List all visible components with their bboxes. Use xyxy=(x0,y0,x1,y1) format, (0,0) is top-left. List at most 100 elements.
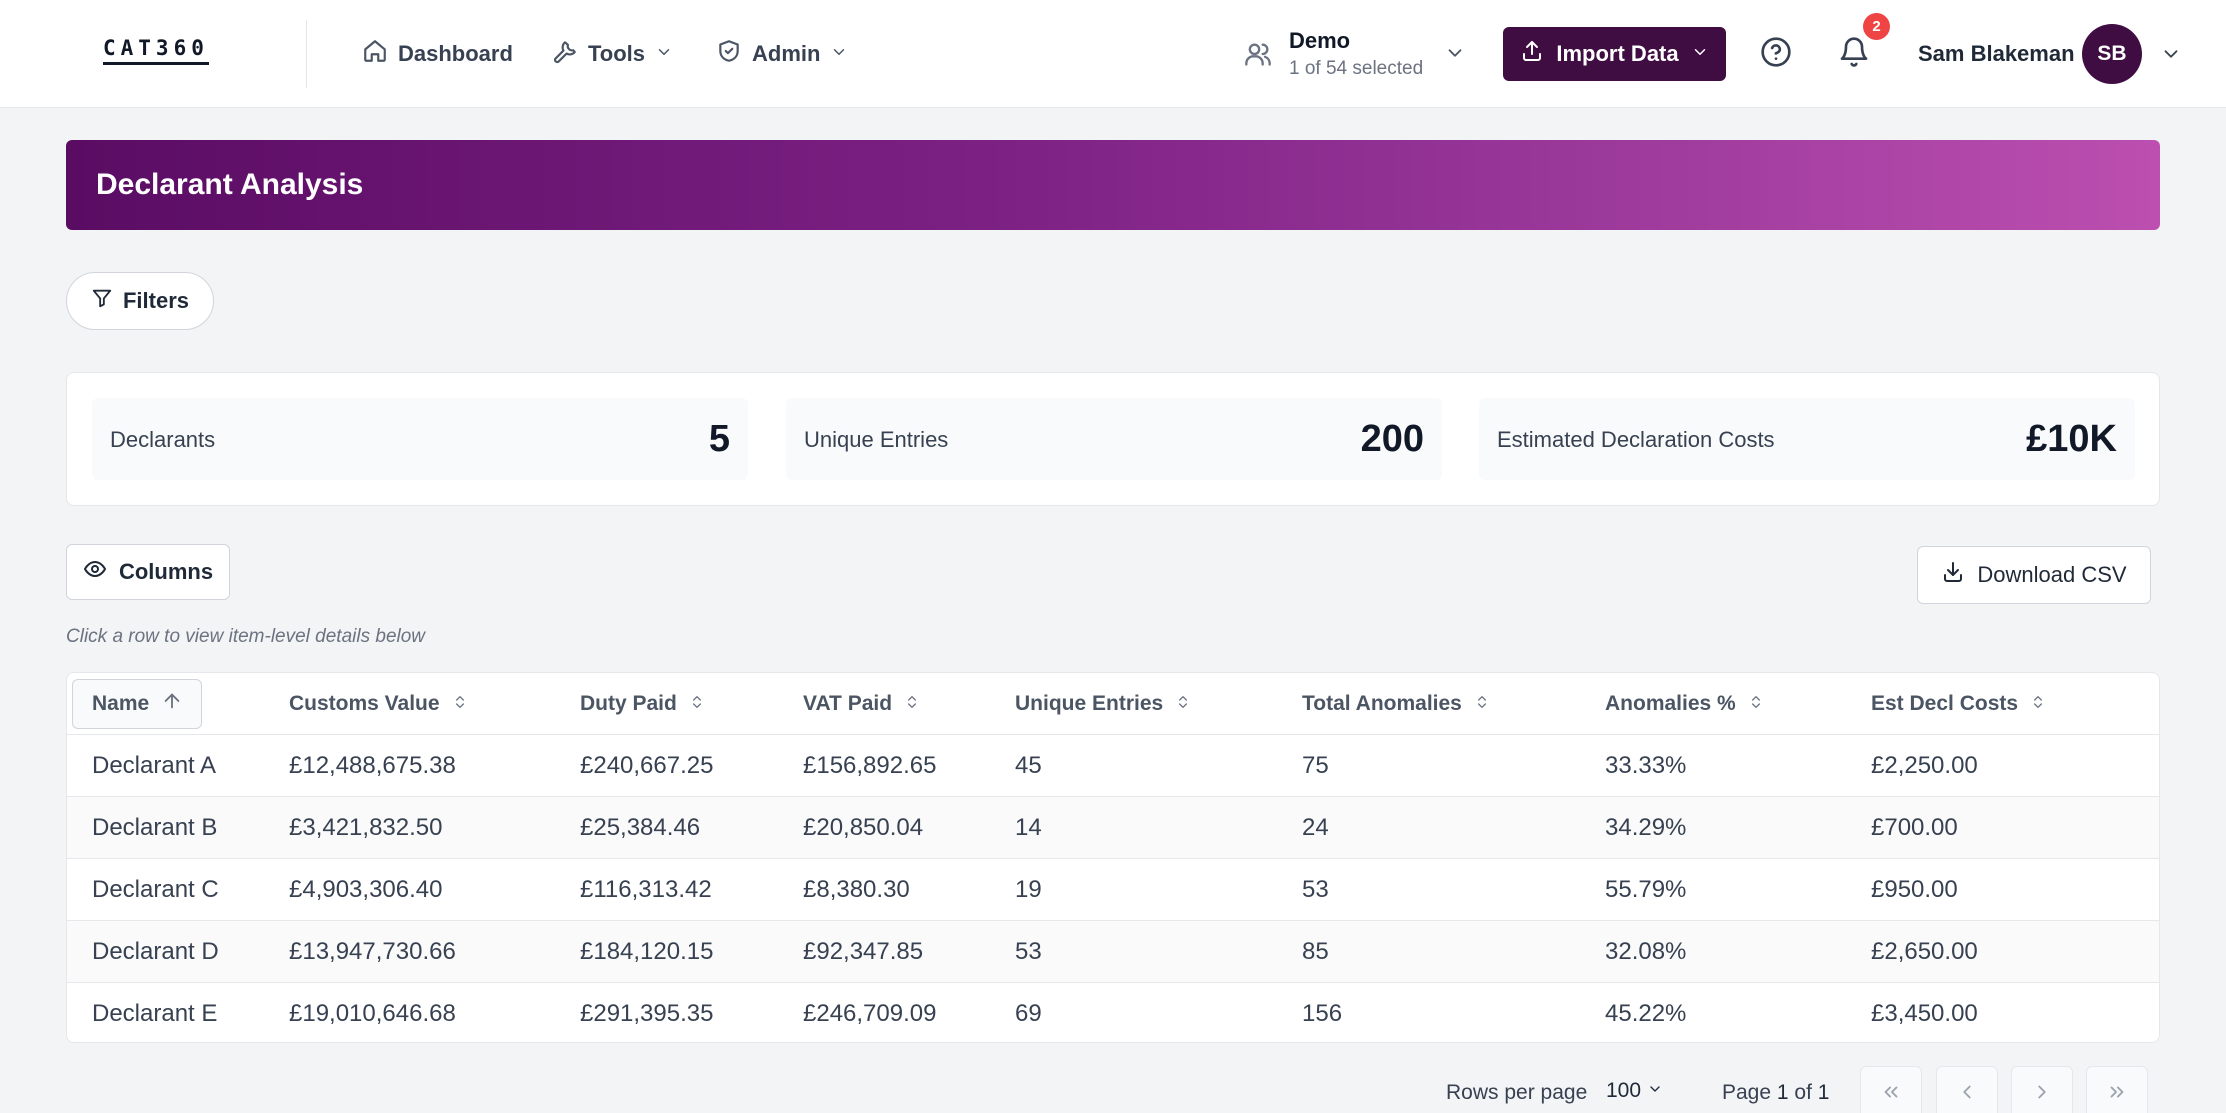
chevron-down-icon xyxy=(1444,42,1466,69)
wrench-icon xyxy=(552,38,578,70)
columns-label: Columns xyxy=(118,559,214,584)
columns-button[interactable]: Columns xyxy=(66,544,230,600)
nav-admin[interactable]: Admin xyxy=(716,36,848,72)
download-csv-button[interactable]: Download CSV xyxy=(1917,546,2151,604)
cell-duty-paid: £25,384.46 xyxy=(580,813,701,841)
cell-duty-paid: £116,313.42 xyxy=(580,875,712,903)
filters-button[interactable]: Filters xyxy=(66,272,214,330)
cell-duty-paid: £291,395.35 xyxy=(580,999,714,1027)
page-word: Page xyxy=(1722,1081,1772,1104)
column-header-duty-paid[interactable]: Duty Paid xyxy=(580,673,705,735)
app-logo[interactable]: CAT360 xyxy=(103,36,209,65)
chevron-down-icon xyxy=(830,41,848,67)
declarant-table: Name Customs Value Duty Paid VAT Paid Un… xyxy=(66,672,2160,1043)
download-csv-label: Download CSV xyxy=(1977,562,2127,587)
rows-per-page-select[interactable]: 100 xyxy=(1606,1079,1663,1103)
stat-label: Estimated Declaration Costs xyxy=(1497,427,1775,452)
column-header-name[interactable]: Name xyxy=(72,679,203,729)
dataset-name: Demo xyxy=(1289,28,1351,53)
sort-icon xyxy=(2030,692,2046,716)
stat-declarants: Declarants 5 xyxy=(92,398,748,480)
sort-icon xyxy=(1175,692,1191,716)
cell-unique-entries: 69 xyxy=(1015,999,1042,1027)
stat-label: Declarants xyxy=(110,427,216,452)
sort-icon xyxy=(1474,692,1490,716)
table-row[interactable]: Declarant C £4,903,306.40 £116,313.42 £8… xyxy=(67,859,2159,921)
filters-label: Filters xyxy=(122,288,190,313)
table-hint: Click a row to view item-level details b… xyxy=(66,626,426,647)
cell-vat-paid: £20,850.04 xyxy=(803,813,924,841)
cell-name: Declarant B xyxy=(92,813,218,841)
cell-customs-value: £12,488,675.38 xyxy=(289,751,456,779)
column-header-vat-paid[interactable]: VAT Paid xyxy=(803,673,920,735)
column-header-label: Customs Value xyxy=(289,692,440,715)
chevron-down-icon[interactable] xyxy=(2160,43,2182,70)
cell-anomalies-percent: 45.22% xyxy=(1605,999,1687,1027)
notification-badge: 2 xyxy=(1863,13,1890,40)
nav-tools-label: Tools xyxy=(588,41,646,66)
cell-unique-entries: 19 xyxy=(1015,875,1042,903)
last-page-button[interactable] xyxy=(2086,1066,2148,1113)
nav-admin-label: Admin xyxy=(752,41,821,66)
column-header-est-decl-costs[interactable]: Est Decl Costs xyxy=(1871,673,2046,735)
avatar[interactable]: SB xyxy=(2082,24,2142,84)
home-icon xyxy=(362,38,388,70)
nav-tools[interactable]: Tools xyxy=(552,36,673,72)
cell-unique-entries: 53 xyxy=(1015,937,1042,965)
stat-value: £10K xyxy=(2026,418,2117,460)
of-word: of xyxy=(1794,1081,1812,1104)
first-page-button[interactable] xyxy=(1860,1066,1922,1113)
cell-vat-paid: £246,709.09 xyxy=(803,999,937,1027)
cell-vat-paid: £8,380.30 xyxy=(803,875,910,903)
table-row[interactable]: Declarant B £3,421,832.50 £25,384.46 £20… xyxy=(67,797,2159,859)
help-icon[interactable] xyxy=(1760,36,1796,72)
cell-total-anomalies: 156 xyxy=(1302,999,1343,1027)
rows-per-page-label: Rows per page xyxy=(1446,1081,1588,1104)
chevron-down-icon xyxy=(1691,41,1709,67)
users-icon xyxy=(1244,40,1272,73)
column-header-label: Unique Entries xyxy=(1015,692,1164,715)
user-name[interactable]: Sam Blakeman xyxy=(1918,41,2075,66)
table-row[interactable]: Declarant A £12,488,675.38 £240,667.25 £… xyxy=(67,735,2159,797)
page-indicator: Page 1 of 1 xyxy=(1722,1081,1829,1105)
cell-est-decl-costs: £2,650.00 xyxy=(1871,937,1978,965)
top-navigation-bar: CAT360 Dashboard Tools Admin Demo 1 of 5… xyxy=(0,0,2226,108)
nav-dashboard[interactable]: Dashboard xyxy=(362,36,513,72)
bell-icon[interactable] xyxy=(1838,36,1874,72)
table-row[interactable]: Declarant D £13,947,730.66 £184,120.15 £… xyxy=(67,921,2159,983)
previous-page-button[interactable] xyxy=(1936,1066,1998,1113)
arrow-up-icon xyxy=(161,690,183,718)
cell-anomalies-percent: 34.29% xyxy=(1605,813,1687,841)
column-header-anomalies-percent[interactable]: Anomalies % xyxy=(1605,673,1764,735)
cell-total-anomalies: 75 xyxy=(1302,751,1329,779)
column-header-label: VAT Paid xyxy=(803,692,893,715)
column-header-unique-entries[interactable]: Unique Entries xyxy=(1015,673,1191,735)
page-banner: Declarant Analysis xyxy=(66,140,2160,230)
chevron-left-icon xyxy=(1956,1081,1978,1108)
cell-customs-value: £4,903,306.40 xyxy=(289,875,443,903)
next-page-button[interactable] xyxy=(2011,1066,2073,1113)
nav-dashboard-label: Dashboard xyxy=(398,41,513,66)
column-header-label: Est Decl Costs xyxy=(1871,692,2019,715)
cell-customs-value: £19,010,646.68 xyxy=(289,999,456,1027)
cell-name: Declarant C xyxy=(92,875,219,903)
table-row[interactable]: Declarant E £19,010,646.68 £291,395.35 £… xyxy=(67,983,2159,1042)
nav-divider xyxy=(306,20,307,88)
column-header-total-anomalies[interactable]: Total Anomalies xyxy=(1302,673,1490,735)
dataset-selector[interactable]: Demo 1 of 54 selected xyxy=(1244,26,1470,84)
cell-duty-paid: £184,120.15 xyxy=(580,937,714,965)
cell-anomalies-percent: 55.79% xyxy=(1605,875,1687,903)
cell-name: Declarant D xyxy=(92,937,219,965)
cell-customs-value: £3,421,832.50 xyxy=(289,813,443,841)
stat-value: 200 xyxy=(1360,418,1424,460)
stat-estimated-declaration-costs: Estimated Declaration Costs £10K xyxy=(1479,398,2135,480)
import-data-button[interactable]: Import Data xyxy=(1503,27,1726,81)
stat-label: Unique Entries xyxy=(804,427,949,452)
sort-icon xyxy=(689,692,705,716)
dataset-selection-count: 1 of 54 selected xyxy=(1289,58,1424,79)
cell-vat-paid: £92,347.85 xyxy=(803,937,924,965)
chevrons-left-icon xyxy=(1880,1081,1902,1108)
column-header-customs-value[interactable]: Customs Value xyxy=(289,673,468,735)
chevrons-right-icon xyxy=(2106,1081,2128,1108)
column-header-label: Total Anomalies xyxy=(1302,692,1462,715)
